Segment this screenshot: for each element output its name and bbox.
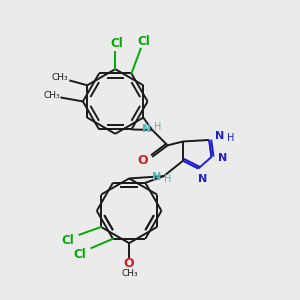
Text: CH₃: CH₃ bbox=[122, 269, 138, 278]
Text: H: H bbox=[227, 133, 234, 142]
Text: CH₃: CH₃ bbox=[51, 73, 68, 82]
Text: H: H bbox=[164, 174, 171, 184]
Text: N: N bbox=[142, 124, 152, 134]
Text: CH₃: CH₃ bbox=[44, 91, 60, 100]
Text: Cl: Cl bbox=[137, 34, 150, 48]
Text: Cl: Cl bbox=[74, 248, 86, 261]
Text: O: O bbox=[124, 257, 134, 270]
Text: O: O bbox=[137, 154, 148, 167]
Text: Cl: Cl bbox=[61, 234, 74, 247]
Text: N: N bbox=[198, 174, 208, 184]
Text: N: N bbox=[215, 131, 225, 141]
Text: N: N bbox=[218, 153, 227, 164]
Text: Cl: Cl bbox=[110, 37, 123, 50]
Text: N: N bbox=[152, 172, 161, 182]
Text: H: H bbox=[154, 122, 161, 132]
